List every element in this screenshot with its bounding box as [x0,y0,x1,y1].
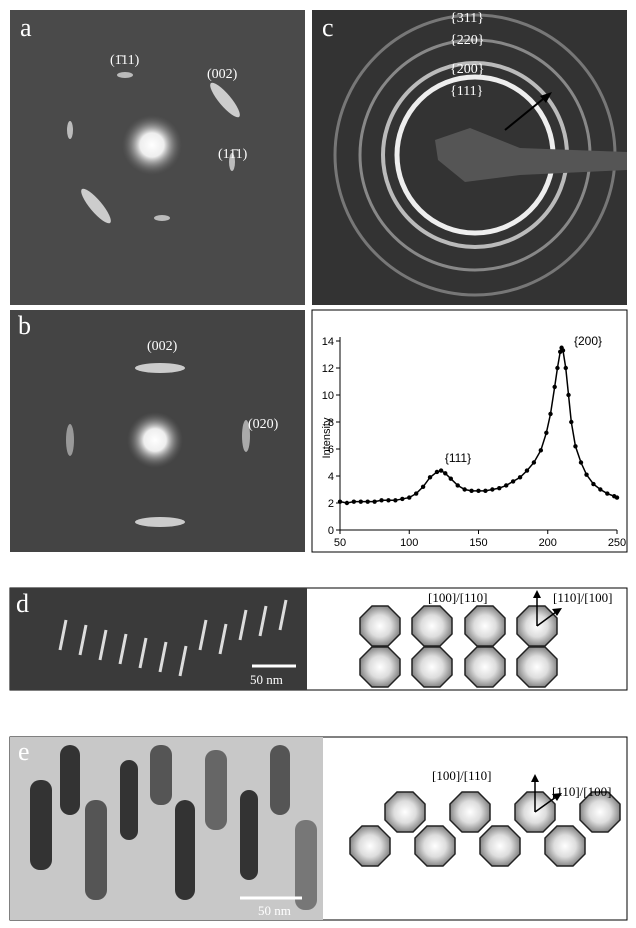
annotation: {200} [574,334,602,348]
direction-label: [110]/[100] [553,590,612,605]
direction-label: [100]/[110] [428,590,487,605]
y-tick-label: 4 [328,471,334,483]
data-point [351,499,357,504]
data-point [504,483,509,488]
panel-e: 50 nm e [100]/[110] [110]/[100] [9,736,628,921]
data-point [555,365,560,371]
panel-c: c {311} {220} {200} {111} [312,10,627,305]
data-point [483,488,488,494]
x-tick-label: 50 [334,537,346,549]
data-point [531,460,537,465]
data-point [358,499,363,504]
data-point [566,392,571,398]
y-tick-label: 8 [328,417,334,429]
data-point [548,411,553,417]
spot-label: (020) [248,417,279,432]
panel-a: a (1̄11) (002) (11̄1) [10,10,305,305]
y-axis-label: Intensity [321,417,333,458]
panel-label: e [18,737,30,766]
data-point [560,348,566,353]
direction-label: [110]/[100] [552,784,611,799]
x-tick-label: 100 [400,537,418,549]
ring-label: {220} [450,33,484,48]
data-point [344,500,350,506]
data-point [438,468,444,473]
scale-bar: 50 nm [250,672,283,687]
data-point [434,469,440,475]
data-point [598,487,603,492]
data-point [538,448,544,453]
data-point [614,495,620,500]
y-tick-label: 6 [328,444,334,456]
ring-label: {111} [450,84,483,99]
panel-label: b [18,311,31,340]
data-point [524,468,530,473]
x-tick-label: 250 [608,537,626,549]
direction-label: [100]/[110] [432,768,491,783]
data-point [497,485,502,491]
scale-bar: 50 nm [258,903,291,918]
data-point [469,488,474,494]
data-point [462,487,467,492]
data-point [584,472,589,477]
annotation: {111} [445,451,471,465]
data-point [517,475,523,480]
data-point [563,365,568,371]
data-point [448,476,453,481]
spot-label: (11̄1) [218,147,248,162]
data-point [573,444,578,449]
data-point [393,498,398,503]
data-point [544,430,549,435]
x-tick-label: 200 [539,537,557,549]
data-point [379,498,384,503]
data-point [407,495,412,500]
data-point [427,475,433,480]
spot-label: (002) [147,339,178,354]
xrd-chart: Intensity {111} {200} 0 2 4 6 8 10 12 14 50 100 15… [311,309,628,553]
data-point [552,384,557,390]
data-point [569,419,574,425]
ring-label: {200} [450,62,484,77]
data-point [443,471,448,476]
panel-b: b (002) (020) [10,310,305,552]
y-tick-label: 0 [328,525,334,537]
data-point [413,491,419,496]
data-point [490,487,495,492]
data-point [420,484,426,489]
data-point [455,483,460,488]
panel-label: d [16,589,29,618]
data-point [510,479,516,484]
data-point [372,499,377,504]
data-point [476,488,481,494]
x-tick-label: 150 [469,537,487,549]
ring-label: {311} [450,11,484,26]
y-tick-label: 12 [322,363,334,375]
y-tick-label: 10 [322,390,334,402]
data-point [591,481,596,487]
spot-label: (1̄11) [110,53,140,68]
data-point [400,496,405,502]
data-point [365,499,370,504]
data-point [578,460,584,465]
data-point [605,491,610,496]
data-point [337,499,343,504]
y-tick-label: 2 [328,498,334,510]
panel-label: a [20,13,32,42]
spot-label: (002) [207,67,238,82]
y-tick-label: 14 [322,336,334,348]
panel-d: 50 nm d [100]/[110] [110]/[100] [9,587,628,691]
panel-label: c [322,13,334,42]
data-point [386,498,391,503]
